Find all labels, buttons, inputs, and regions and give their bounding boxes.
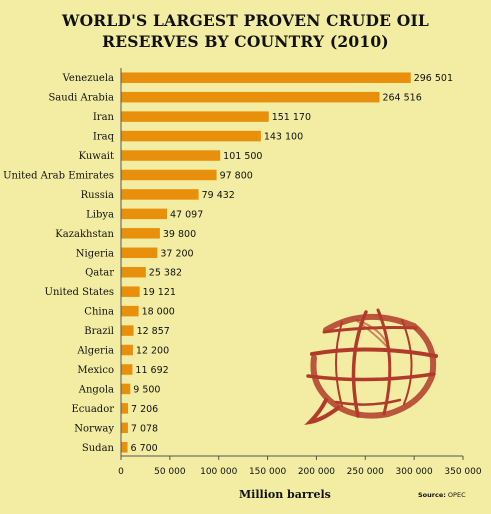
bar-angola (121, 383, 131, 395)
x-tick-label: 200 000 (298, 467, 335, 477)
source-label: Source: (418, 491, 446, 499)
category-label: United Arab Emirates (3, 170, 114, 181)
value-label: 7 206 (131, 404, 158, 415)
category-label: United States (45, 287, 114, 298)
chart-title-line-2: RESERVES BY COUNTRY (2010) (102, 32, 389, 51)
x-tick-label: 350 000 (444, 467, 481, 477)
x-axis-label: Million barrels (239, 488, 331, 501)
x-tick-label: 150 000 (249, 467, 286, 477)
category-label: Venezuela (62, 73, 114, 84)
value-label: 18 000 (142, 307, 175, 318)
chart-title: WORLD'S LARGEST PROVEN CRUDE OIL RESERVE… (0, 10, 491, 52)
bar-kazakhstan (121, 228, 160, 239)
bar-china (121, 305, 139, 317)
value-label: 37 200 (160, 248, 193, 259)
category-label: Brazil (84, 326, 114, 337)
category-label: Mexico (77, 365, 114, 376)
value-label: 151 170 (272, 112, 311, 123)
bar-saudi-arabia (121, 91, 380, 103)
category-label: Sudan (82, 443, 115, 454)
bar-brazil (121, 325, 134, 336)
x-tick-label: 50 000 (154, 467, 186, 477)
source-note: Source: OPEC (418, 491, 466, 499)
value-label: 6 700 (131, 443, 158, 454)
category-label: Norway (74, 423, 114, 434)
value-label: 12 857 (137, 326, 170, 337)
bar-russia (121, 189, 199, 200)
chart-title-line-1: WORLD'S LARGEST PROVEN CRUDE OIL (61, 11, 430, 30)
bar-libya (121, 208, 168, 220)
value-label: 25 382 (149, 268, 182, 279)
category-label: Qatar (85, 268, 114, 279)
bar-united-arab-emirates (121, 169, 217, 181)
category-label: Saudi Arabia (48, 93, 114, 104)
value-label: 296 501 (414, 73, 453, 84)
bar-mexico (121, 364, 133, 375)
category-label: Iran (93, 112, 115, 123)
bar-kuwait (121, 150, 221, 161)
source-value: OPEC (447, 491, 466, 499)
bar-united-states (121, 286, 140, 297)
category-label: Ecuador (71, 404, 114, 415)
bar-algeria (121, 344, 133, 356)
x-tick-label: 0 (118, 467, 124, 477)
value-label: 143 100 (264, 132, 303, 143)
value-label: 9 500 (133, 384, 160, 395)
bar-sudan (121, 442, 128, 453)
value-label: 7 078 (131, 423, 158, 434)
value-label: 12 200 (136, 346, 169, 357)
category-label: Russia (81, 190, 114, 201)
bar-venezuela (121, 72, 411, 83)
bar-norway (121, 422, 128, 434)
category-label: Angola (78, 384, 114, 395)
category-label: Iraq (93, 132, 115, 143)
category-label: Kazakhstan (55, 229, 114, 240)
x-ticks-group: 0 50 000 100 000 150 000 200 000 250 000 300 0… (118, 456, 482, 477)
x-tick-label: 100 000 (200, 467, 237, 477)
globe-logo-icon (304, 308, 438, 426)
x-tick-label: 250 000 (347, 467, 384, 477)
category-label: Nigeria (76, 248, 114, 259)
value-label: 39 800 (163, 229, 196, 240)
category-label: Algeria (76, 346, 114, 357)
value-label: 97 800 (220, 170, 253, 181)
value-label: 47 097 (170, 209, 203, 220)
bar-iran (121, 111, 269, 122)
value-label: 11 692 (135, 365, 168, 376)
category-label: China (84, 307, 114, 318)
x-tick-label: 300 000 (396, 467, 433, 477)
value-label: 101 500 (223, 151, 262, 162)
category-label: Kuwait (79, 151, 114, 162)
bar-nigeria (121, 247, 158, 259)
bar-qatar (121, 266, 146, 278)
value-label: 264 516 (382, 93, 421, 104)
bar-ecuador (121, 403, 129, 414)
bar-iraq (121, 130, 261, 142)
bars-group: Venezuela 296 501 Saudi Arabia 264 516 Iran 1… (3, 72, 453, 454)
value-label: 19 121 (143, 287, 176, 298)
category-label: Libya (86, 209, 114, 220)
value-label: 79 432 (202, 190, 235, 201)
